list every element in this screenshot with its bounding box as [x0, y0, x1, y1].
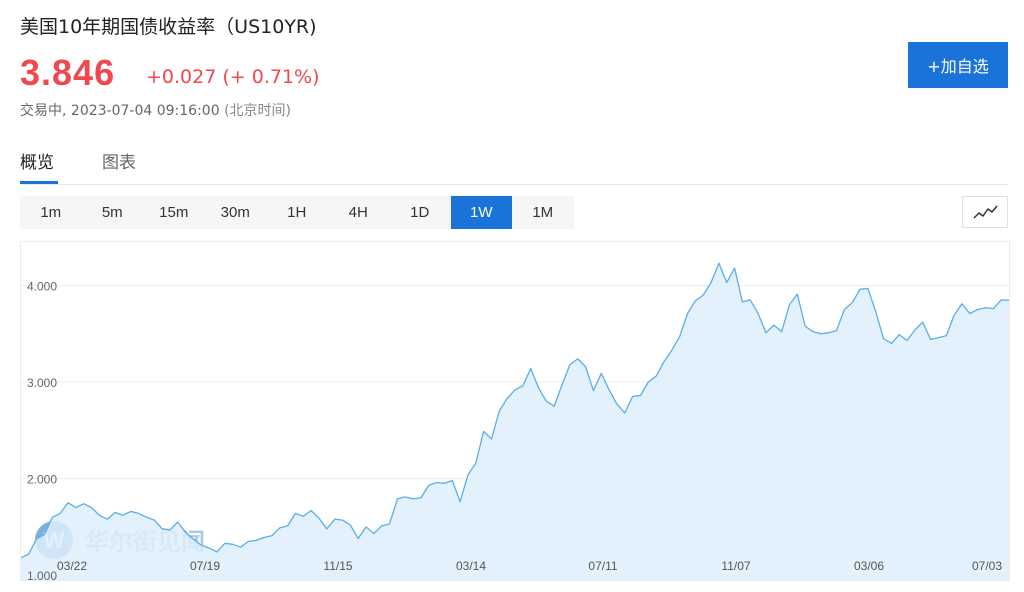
tab-chart[interactable]: 图表: [102, 153, 136, 173]
series-line: [20, 262, 1010, 559]
y-tick-label: 4.000: [27, 279, 57, 293]
active-tab-indicator: [20, 181, 58, 184]
y-axis-labels: 1.000 2.000 3.000 4.000: [27, 279, 57, 583]
line-chart-icon: [973, 205, 998, 219]
tab-overview[interactable]: 概览: [20, 153, 54, 173]
period-1h[interactable]: 1H: [287, 204, 307, 221]
current-price: 3.846: [20, 52, 116, 93]
series-area: [21, 263, 1009, 580]
x-tick-label: 11/07: [721, 559, 750, 573]
status-label: 交易中,: [20, 103, 67, 119]
x-tick-label: 07/19: [190, 559, 220, 573]
view-tabs: 概览 图表: [20, 144, 1008, 185]
x-tick-label: 03/06: [854, 559, 884, 573]
instrument-title: 美国10年期国债收益率（US10YR): [20, 16, 317, 38]
period-5m[interactable]: 5m: [101, 204, 123, 221]
period-selector: 1m 5m 15m 30m 1H 4H 1D 1W 1M: [20, 196, 574, 229]
price-change: +0.027 (+ 0.71%): [146, 66, 320, 88]
period-1d[interactable]: 1D: [410, 204, 430, 221]
status-timezone: (北京时间): [224, 103, 291, 119]
y-tick-label: 3.000: [27, 376, 57, 390]
x-tick-label: 07/11: [588, 559, 617, 573]
status-timestamp: 2023-07-04 09:16:00: [70, 103, 220, 119]
y-tick-label: 1.000: [27, 569, 57, 580]
y-tick-label: 2.000: [27, 473, 57, 487]
x-tick-label: 11/15: [323, 559, 352, 573]
trading-status: 交易中, 2023-07-04 09:16:00 (北京时间): [20, 100, 291, 120]
period-1mo[interactable]: 1M: [532, 204, 554, 221]
period-4h[interactable]: 4H: [348, 204, 368, 221]
add-to-watchlist-button[interactable]: +加自选: [908, 42, 1008, 88]
x-tick-label: 03/14: [456, 559, 486, 573]
chart-type-toggle[interactable]: [962, 196, 1008, 228]
period-15m[interactable]: 15m: [159, 204, 189, 221]
x-axis-labels: 03/22 07/19 11/15 03/14 07/11 11/07 03/06 07/03: [57, 559, 1002, 573]
period-30m[interactable]: 30m: [220, 204, 250, 221]
period-1w[interactable]: 1W: [450, 196, 512, 229]
x-tick-label: 03/22: [57, 559, 87, 573]
period-1m[interactable]: 1m: [40, 204, 62, 221]
x-tick-label: 07/03: [972, 559, 1002, 573]
